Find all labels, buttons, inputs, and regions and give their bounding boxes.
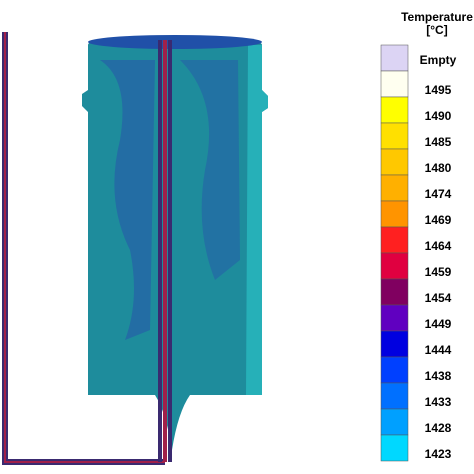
- legend-swatch: [380, 304, 409, 332]
- legend-label: 1423: [425, 447, 452, 461]
- casting-body: [82, 36, 268, 450]
- legend-swatch: [380, 434, 409, 462]
- legend-label: 1459: [425, 265, 452, 279]
- legend-swatch: [380, 122, 409, 150]
- cool-region: [180, 60, 240, 280]
- legend-swatch: [380, 252, 409, 280]
- legend-title: Temperature: [401, 10, 473, 24]
- legend-label: 1438: [425, 369, 452, 383]
- legend-label: 1469: [425, 213, 452, 227]
- legend-swatch: [380, 200, 409, 228]
- legend-label: Empty: [420, 53, 457, 67]
- feed-pipe-core: [4, 32, 165, 463]
- cool-region: [100, 60, 155, 340]
- casting-model: [2, 32, 268, 465]
- legend-swatch: [380, 44, 409, 72]
- legend-label: 1474: [425, 187, 452, 201]
- legend-swatch: [380, 382, 409, 410]
- legend-label: 1428: [425, 421, 452, 435]
- legend-swatch: [380, 148, 409, 176]
- riser-rod: [158, 40, 172, 462]
- casting-side: [246, 45, 268, 395]
- legend-label: 1454: [425, 291, 452, 305]
- legend-swatch: [380, 174, 409, 202]
- casting-top: [88, 35, 262, 49]
- legend-label: 1495: [425, 83, 452, 97]
- legend-swatch: [380, 408, 409, 436]
- legend-swatch: [380, 356, 409, 384]
- legend-label: 1444: [425, 343, 452, 357]
- legend-label: 1480: [425, 161, 452, 175]
- legend-swatch: [380, 70, 409, 98]
- legend-label: 1485: [425, 135, 452, 149]
- legend-swatch: [380, 330, 409, 358]
- legend-label: 1464: [425, 239, 452, 253]
- legend-label: 1490: [425, 109, 452, 123]
- legend-swatch: [380, 226, 409, 254]
- legend-label: 1449: [425, 317, 452, 331]
- legend: Empty 1495 1490 1485 1480 1474 1469 1464 1459 145…: [380, 44, 457, 462]
- legend-swatch: [380, 96, 409, 124]
- legend-label: 1433: [425, 395, 452, 409]
- legend-unit: [°C]: [426, 23, 447, 37]
- legend-swatch: [380, 278, 409, 306]
